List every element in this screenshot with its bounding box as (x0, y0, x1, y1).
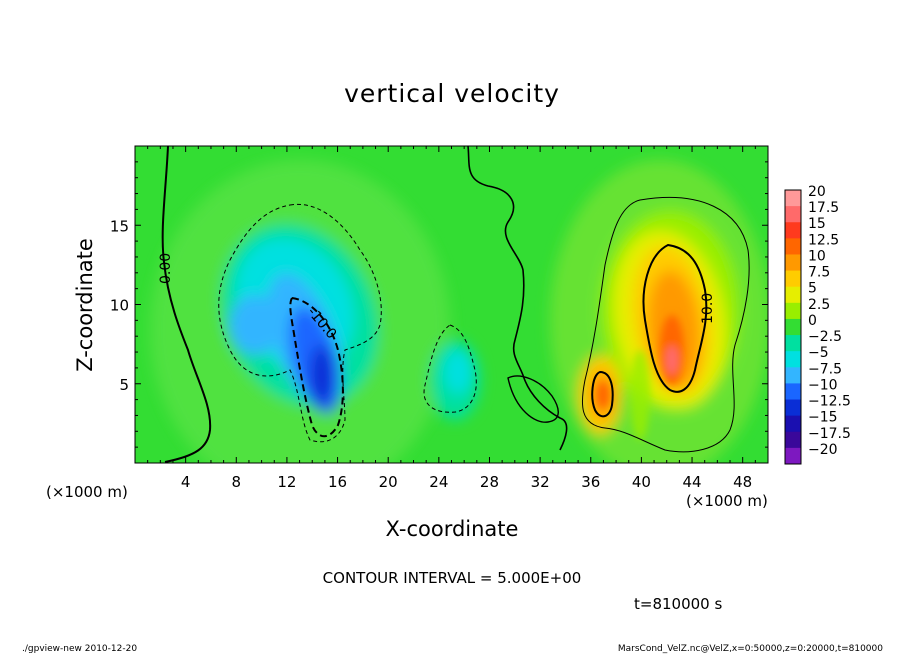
x-tick-label: 4 (181, 473, 191, 491)
colorbar-swatch (785, 367, 801, 384)
x-tick-label: 12 (277, 473, 296, 491)
colorbar-swatch (785, 335, 801, 352)
colorbar-label: 20 (808, 184, 826, 200)
colorbar-swatch (785, 222, 801, 239)
contour-neg5 (218, 203, 382, 443)
colorbar-swatch (785, 399, 801, 417)
colorbar-label: −15 (808, 410, 838, 426)
colorbar-swatch (785, 270, 801, 288)
colorbar-swatch (785, 286, 801, 304)
colorbar-label: −20 (808, 442, 838, 458)
colorbar-label: −17.5 (808, 426, 851, 442)
colorbar-swatch (785, 447, 801, 465)
colorbar-label: −10 (808, 377, 838, 393)
time-label: t=810000 s (634, 595, 722, 613)
contour-pos10 (642, 243, 708, 393)
x-tick-label: 40 (632, 473, 651, 491)
contour-pos10-small (591, 370, 614, 418)
x-tick-label: 8 (232, 473, 242, 491)
colorbar-swatch (785, 415, 801, 433)
contour-neg5-small (423, 324, 477, 413)
footer-left: ./gpview-new 2010-12-20 (22, 644, 137, 654)
colorbar-label: 10 (808, 248, 826, 264)
contour-pos5 (581, 196, 750, 453)
colorbar-label: 5 (808, 281, 817, 297)
colorbar-swatch (785, 254, 801, 272)
x-tick-label: 20 (379, 473, 398, 491)
colorbar-label: −5 (808, 345, 829, 361)
colorbar-swatch (785, 431, 801, 449)
footer-right: MarsCond_VelZ.nc@VelZ,x=0:50000,z=0:2000… (618, 644, 883, 654)
colorbar-swatch (785, 238, 801, 255)
colorbar-swatch (785, 383, 801, 401)
y-tick-label: 10 (110, 297, 129, 315)
colorbar-label: −2.5 (808, 329, 842, 345)
y-axis-label: Z-coordinate (73, 238, 97, 372)
colorbar-label: 0 (808, 313, 817, 329)
contour-label-zero: 0.00 (158, 253, 174, 284)
colorbar-swatch (785, 206, 801, 223)
y-axis-ticks: 5 10 15 (110, 161, 768, 448)
colorbar: 2017.51512.5107.552.50−2.5−5−7.5−10−12.5… (784, 184, 851, 465)
field-cores (597, 315, 684, 440)
y-tick-label: 5 (119, 376, 129, 394)
contour-zero-mid (467, 146, 568, 451)
contour-interval-text: CONTOUR INTERVAL = 5.000E+00 (323, 569, 582, 587)
x-axis-label: X-coordinate (386, 517, 519, 541)
colorbar-label: 12.5 (808, 232, 839, 248)
x-tick-label: 44 (682, 473, 701, 491)
colorbar-swatch (785, 318, 801, 336)
colorbar-label: −7.5 (808, 361, 842, 377)
x-axis-ticks: 4 8 12 16 20 24 28 32 36 40 44 48 (147, 146, 756, 491)
colorbar-label: 7.5 (808, 265, 830, 281)
colorbar-label: 2.5 (808, 297, 830, 313)
colorbar-frame (784, 189, 802, 465)
x-tick-label: 48 (733, 473, 752, 491)
contour-label-pos10: 10.0 (700, 293, 716, 324)
x-tick-label: 32 (531, 473, 550, 491)
colorbar-swatch (785, 302, 801, 320)
x-tick-label: 16 (328, 473, 347, 491)
contour-zero-inner (507, 375, 559, 423)
x-tick-label: 28 (480, 473, 499, 491)
x-unit-label-right: (×1000 m) (686, 492, 768, 510)
x-tick-label: 36 (581, 473, 600, 491)
plot-area: 0.00 -10.0 10.0 (135, 146, 768, 463)
contour-zero-left (161, 146, 212, 463)
colorbar-swatch (785, 190, 801, 207)
colorbar-label: 17.5 (808, 200, 839, 216)
colorbar-label: −12.5 (808, 394, 851, 410)
contour-neg10 (289, 297, 344, 438)
x-tick-label: 24 (429, 473, 448, 491)
contours (161, 146, 750, 463)
colorbar-label: 15 (808, 216, 826, 232)
y-tick-label: 15 (110, 217, 129, 235)
x-unit-label-left: (×1000 m) (46, 483, 128, 501)
colorbar-swatch (785, 351, 801, 368)
chart-title: vertical velocity (344, 79, 560, 108)
